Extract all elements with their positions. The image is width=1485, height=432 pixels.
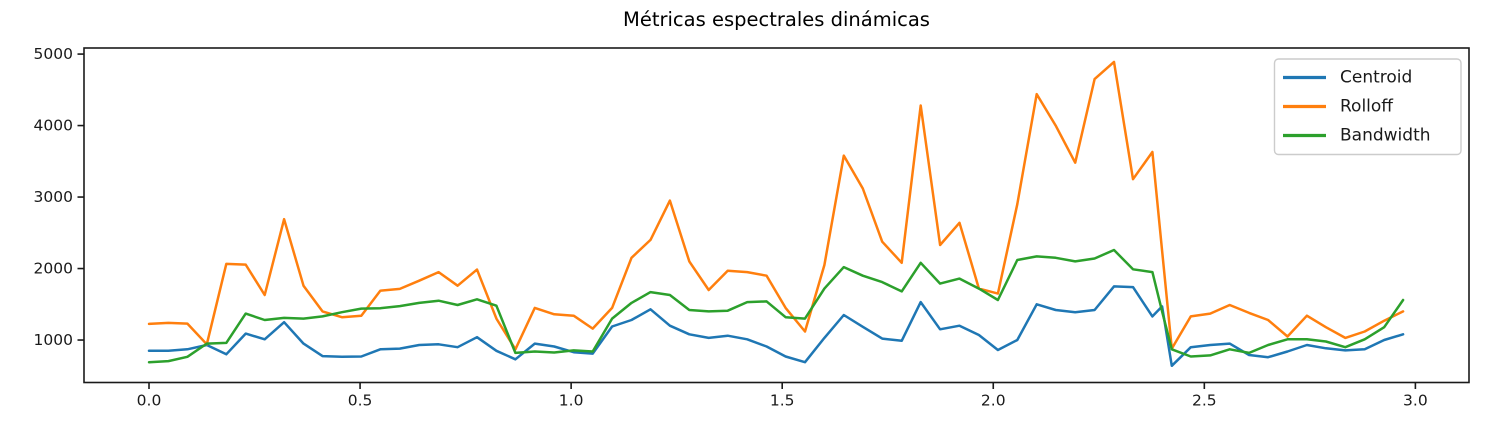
plot-frame	[83, 47, 1470, 384]
x-tick-label: 2.0	[981, 392, 1006, 410]
legend-box	[1273, 58, 1462, 156]
y-tick-label: 5000	[34, 45, 73, 63]
legend-label-centroid: Centroid	[1340, 68, 1412, 88]
x-tick-label: 1.5	[770, 392, 795, 410]
x-tick-label: 0.5	[348, 392, 373, 410]
legend-label-bandwidth: Bandwidth	[1340, 126, 1431, 146]
series-line-rolloff	[147, 60, 1405, 351]
x-tick-label: 3.0	[1403, 392, 1428, 410]
series-line-bandwidth	[147, 248, 1405, 364]
legend-label-rolloff: Rolloff	[1340, 97, 1394, 117]
chart-title: Métricas espectrales dinámicas	[623, 8, 930, 31]
y-tick-label: 2000	[34, 260, 73, 278]
x-tick-label: 1.0	[559, 392, 584, 410]
series-line-centroid	[147, 285, 1405, 368]
x-tick-label: 0.0	[137, 392, 162, 410]
y-tick-label: 1000	[34, 331, 73, 349]
x-tick-label: 2.5	[1192, 392, 1217, 410]
y-tick-label: 3000	[34, 188, 73, 206]
y-tick-label: 4000	[34, 117, 73, 135]
